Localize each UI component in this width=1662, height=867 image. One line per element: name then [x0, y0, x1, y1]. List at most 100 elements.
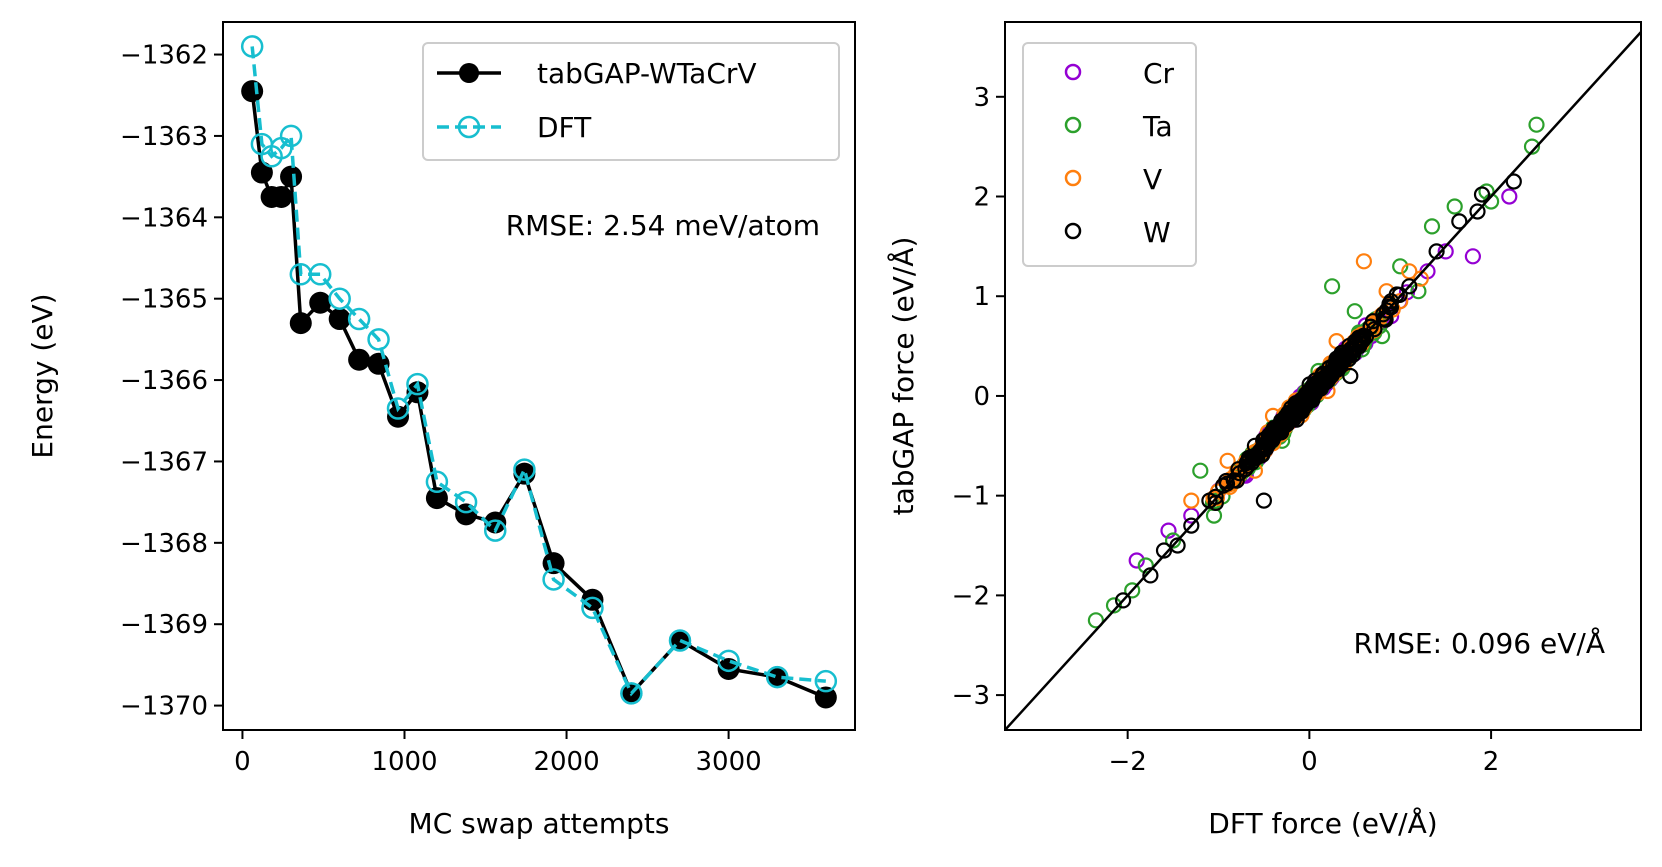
force-point-w	[1469, 203, 1486, 220]
legend-tabgap-marker	[459, 63, 479, 83]
tabgap-point	[289, 312, 312, 335]
y-tick-label: −1362	[120, 41, 208, 71]
energy-legend: tabGAP-WTaCrV DFT	[422, 42, 840, 161]
legend-v-label: V	[1143, 163, 1162, 196]
y-tick-label: −1368	[120, 529, 208, 559]
y-tick-label: 3	[973, 83, 990, 113]
y-tick-label: −1367	[120, 447, 208, 477]
tabgap-point	[542, 552, 565, 575]
force-point-ta	[1323, 278, 1341, 295]
force-point-cr	[1128, 552, 1145, 569]
force-point-w	[1273, 412, 1291, 429]
force-point-w	[1114, 592, 1132, 609]
force-point-ta	[1446, 198, 1463, 215]
force-parity-chart: −2 0 2 −3 −2 −1 0 1 2 3 Cr Ta V W RMSE: 0.096 eV/…	[886, 21, 1642, 840]
legend-v-marker	[1064, 169, 1082, 187]
dft-point	[308, 263, 332, 286]
force-point-ta	[1164, 532, 1182, 549]
dft-point	[240, 35, 264, 58]
dft-point	[483, 519, 507, 542]
force-point-w	[1201, 492, 1218, 509]
legend-ta-label: Ta	[1142, 110, 1173, 143]
force-point-ta	[1192, 462, 1209, 479]
energy-chart: 0 1000 2000 3000 −1362 −1363 −1364 −1365 −1366 −1…	[26, 21, 856, 840]
force-point-w	[1183, 517, 1200, 534]
force-point-ta	[1087, 612, 1105, 629]
force-point-ta	[1523, 138, 1541, 155]
force-point-cr	[1501, 188, 1518, 205]
y-tick-label: −1366	[120, 366, 208, 396]
parity-reference-line	[1005, 30, 1641, 730]
force-point-ta	[1528, 116, 1545, 133]
force-point-w	[1169, 537, 1186, 554]
x-tick-label: −2	[1108, 747, 1146, 777]
tabgap-point	[280, 165, 303, 188]
force-point-w	[1228, 472, 1245, 489]
force-y-axis-label: tabGAP force (eV/Å)	[886, 237, 920, 516]
tabgap-point	[387, 405, 410, 428]
dft-point	[406, 372, 429, 396]
force-point-w	[1333, 348, 1350, 365]
y-tick-label: −1363	[120, 122, 208, 152]
force-point-w	[1292, 392, 1309, 409]
force-rmse-annotation: RMSE: 0.096 eV/Å	[1354, 626, 1605, 660]
y-tick-label: −1365	[120, 285, 208, 315]
tabgap-point	[425, 487, 448, 510]
dft-point	[581, 596, 604, 620]
y-tick-label: 2	[973, 183, 990, 213]
dft-point	[386, 397, 410, 420]
force-point-w	[1473, 186, 1491, 203]
force-point-w	[1255, 492, 1273, 509]
force-point-w	[1331, 355, 1348, 373]
force-point-w	[1214, 477, 1232, 494]
force-point-ta	[1137, 557, 1154, 574]
force-point-ta	[1105, 597, 1123, 614]
force-point-w	[1428, 243, 1445, 260]
energy-legend-box	[422, 42, 840, 161]
dft-point	[328, 287, 351, 310]
dft-point	[620, 682, 643, 705]
tabgap-point	[484, 511, 507, 534]
energy-y-axis-label: Energy (eV)	[26, 293, 59, 458]
force-point-v	[1219, 452, 1236, 469]
force-x-axis-label: DFT force (eV/Å)	[1208, 806, 1437, 840]
force-point-ta	[1423, 218, 1441, 235]
x-tick-label: 3000	[696, 747, 762, 777]
force-point-w	[1342, 367, 1359, 385]
force-point-ta	[1124, 582, 1141, 599]
force-point-w	[1155, 542, 1173, 559]
force-plot-frame	[1004, 21, 1642, 731]
dft-point	[542, 568, 565, 591]
dft-point	[279, 124, 303, 148]
x-tick-label: 2000	[533, 747, 599, 777]
dft-point	[454, 490, 478, 514]
force-point-cr	[1437, 243, 1454, 260]
dft-point	[814, 669, 838, 693]
y-tick-label: 1	[973, 282, 990, 312]
force-point-w	[1351, 338, 1368, 355]
force-point-w	[1451, 213, 1468, 230]
force-point-w	[1314, 372, 1332, 390]
legend-cr-label: Cr	[1143, 57, 1175, 90]
force-point-v	[1412, 270, 1429, 287]
legend-dft-marker	[457, 115, 481, 139]
energy-series	[240, 35, 838, 709]
y-tick-label: −1	[952, 482, 990, 512]
dft-point	[347, 307, 371, 331]
x-tick-label: 2	[1483, 747, 1500, 777]
energy-rmse-annotation: RMSE: 2.54 meV/atom	[506, 209, 820, 242]
force-point-w	[1246, 449, 1263, 466]
y-tick-label: −1364	[120, 203, 208, 233]
tabgap-point	[270, 185, 293, 208]
force-point-cr	[1160, 522, 1177, 539]
energy-axis-ticks: 0 1000 2000 3000 −1362 −1363 −1364 −1365 −1366 −1…	[120, 41, 762, 777]
dft-point	[367, 328, 390, 351]
force-legend: Cr Ta V W	[1022, 42, 1197, 267]
legend-cr-marker	[1064, 63, 1082, 81]
force-point-w	[1142, 567, 1159, 584]
tabgap-point	[241, 80, 264, 103]
x-tick-label: 0	[234, 747, 251, 777]
dft-point	[765, 665, 789, 689]
tabgap-point	[814, 686, 837, 709]
